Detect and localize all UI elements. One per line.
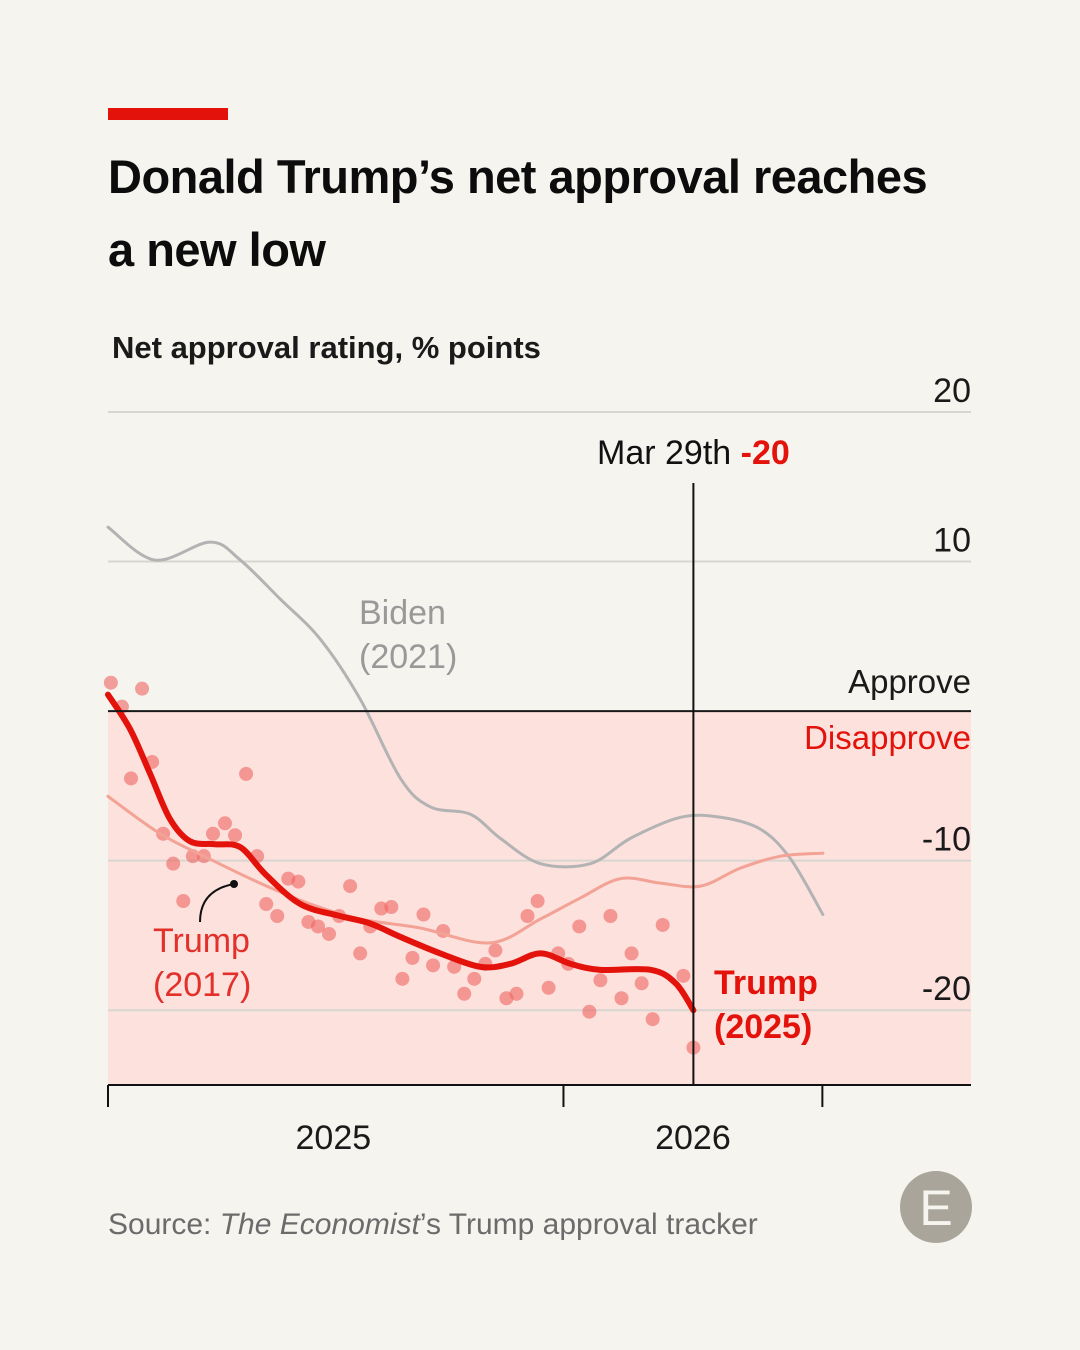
poll-dot — [310, 919, 325, 934]
y-tick-label: -10 — [922, 821, 971, 859]
series-label: Trump (2017) — [153, 922, 259, 1004]
poll-dot — [239, 766, 254, 781]
y-tick-label: 20 — [933, 372, 971, 410]
poll-dot — [259, 897, 274, 912]
label-connector — [199, 883, 235, 923]
poll-dot — [509, 986, 524, 1001]
chart-subtitle: Net approval rating, % points — [112, 330, 541, 365]
poll-dot — [353, 946, 368, 961]
marker-date: Mar 29th — [597, 434, 731, 472]
chart-title: Donald Trump’s net approval reaches a ne… — [108, 150, 928, 276]
poll-dot — [676, 968, 691, 983]
poll-dot — [426, 958, 441, 973]
disapprove-label: Disapprove — [804, 719, 971, 756]
poll-dot — [205, 826, 220, 841]
marker-annotation: Mar 29th -20 — [597, 434, 790, 472]
poll-dot — [395, 971, 410, 986]
x-tick-label: 2026 — [655, 1119, 731, 1157]
poll-dot — [541, 980, 556, 995]
y-tick-label: 10 — [933, 522, 971, 560]
label-line: Trump — [714, 964, 827, 1002]
poll-dot — [405, 950, 420, 965]
source-publication: The Economist — [219, 1208, 420, 1241]
poll-dot — [228, 828, 243, 843]
label-line: Biden — [359, 594, 455, 632]
label-line: Trump — [153, 922, 259, 960]
series-line — [105, 691, 697, 1014]
poll-dot — [530, 894, 545, 909]
logo-letter: E — [919, 1180, 952, 1236]
poll-dot — [291, 874, 306, 889]
poll-dot — [582, 1004, 597, 1019]
label-connector-dot — [230, 880, 238, 888]
poll-dot — [655, 917, 670, 932]
marker-value: -20 — [741, 434, 790, 472]
poll-dot — [416, 907, 431, 922]
source-text: Source: — [108, 1208, 220, 1241]
poll-dot — [467, 971, 482, 986]
series-label: Biden (2021) — [359, 594, 457, 676]
poll-dot — [603, 909, 618, 924]
series-label: Trump (2025) — [714, 964, 827, 1046]
accent-bar — [108, 108, 228, 120]
label-line: (2021) — [359, 638, 457, 676]
label-line: (2017) — [153, 966, 251, 1004]
poll-dot — [634, 976, 649, 991]
poll-dot — [270, 909, 285, 924]
poll-dot — [176, 894, 191, 909]
source: Source: The Economist’s Trump approval t… — [108, 1208, 758, 1242]
poll-dot — [614, 991, 629, 1006]
y-tick-label: -20 — [922, 970, 971, 1008]
poll-dot — [624, 946, 639, 961]
series-line — [106, 525, 825, 917]
source-text: ’s Trump approval tracker — [419, 1208, 758, 1241]
poll-dot — [457, 986, 472, 1001]
poll-dot — [343, 879, 358, 894]
poll-dot — [593, 973, 608, 988]
poll-dot — [124, 771, 139, 786]
poll-dot — [645, 1012, 660, 1027]
logo-circle — [900, 1171, 972, 1243]
poll-dot — [135, 681, 150, 696]
poll-dot — [384, 900, 399, 915]
poll-dot — [217, 816, 232, 831]
poll-dot — [447, 959, 462, 974]
poll-dot — [572, 919, 587, 934]
poll-dot — [322, 926, 337, 941]
poll-dot — [488, 943, 503, 958]
x-tick-label: 2025 — [296, 1119, 372, 1157]
poll-dot — [103, 675, 118, 690]
label-line: (2025) — [714, 1008, 812, 1046]
poll-dot — [166, 856, 181, 871]
series-line — [106, 794, 825, 945]
approve-label: Approve — [848, 663, 971, 700]
poll-dot — [520, 909, 535, 924]
